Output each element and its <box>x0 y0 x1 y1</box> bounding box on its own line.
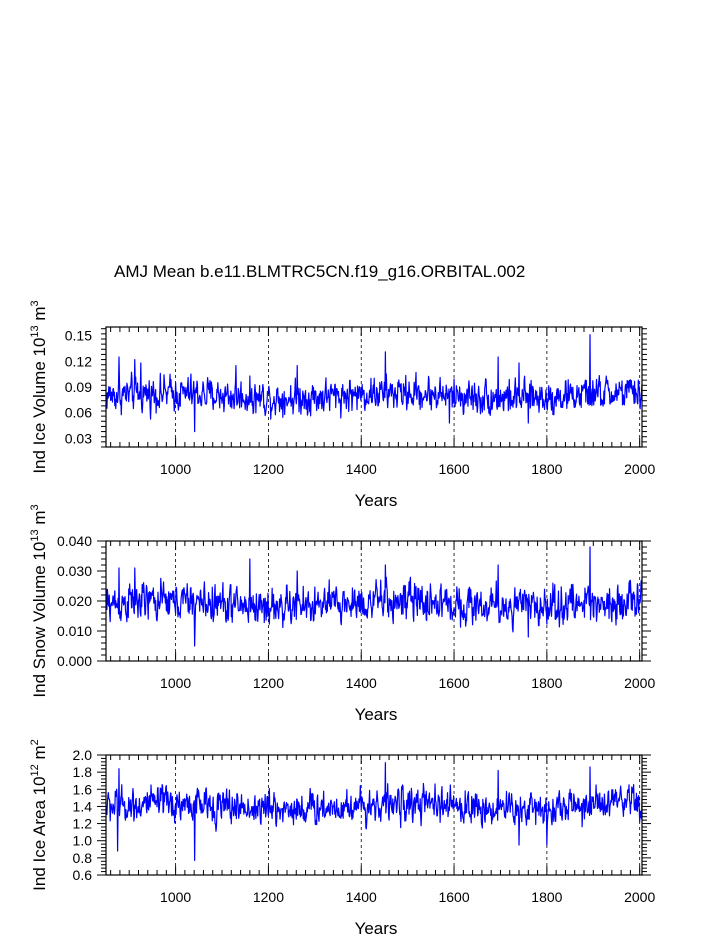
y-tick-label: 0.010 <box>57 623 92 639</box>
y-axis-label-part: m <box>30 745 49 764</box>
x-tick-label: 1000 <box>160 889 191 905</box>
x-axis-label: Years <box>355 705 398 724</box>
y-axis-label-exponent: 13 <box>29 325 41 337</box>
y-axis-label-part: Ind Ice Volume 10 <box>30 338 49 474</box>
x-tick-label: 1400 <box>346 675 377 691</box>
y-axis-label-exponent: 3 <box>29 300 41 306</box>
y-tick-label: 0.030 <box>57 563 92 579</box>
y-axis-label-exponent: 2 <box>29 739 41 745</box>
y-tick-label: 1.0 <box>73 833 93 849</box>
series-line-ind-ice-area <box>105 762 643 862</box>
y-tick-label: 1.8 <box>73 764 93 780</box>
y-tick-label: 1.2 <box>73 816 93 832</box>
panel-3: 1000 1200 1400 1600 1800 20000.60.81.01.21.41… <box>29 739 655 935</box>
y-tick-label: 0.15 <box>65 328 92 344</box>
panel-2: 1000 1200 1400 1600 1800 2000 0.000 0.010 0.020 0… <box>29 504 655 724</box>
y-axis-label-part: m <box>30 511 49 530</box>
plot-frame <box>105 754 643 876</box>
y-tick-label: 2.0 <box>73 747 93 763</box>
y-axis-label: Ind Ice Volume 1013 m3 <box>29 300 49 473</box>
panels: 1000 1200 1400 1600 1800 2000 0.03 0.06 0.09 0.12… <box>29 300 655 935</box>
panel-1: 1000 1200 1400 1600 1800 2000 0.03 0.06 0.09 0.12… <box>29 300 655 510</box>
x-axis-label: Years <box>355 919 398 935</box>
x-tick-label: 1200 <box>253 461 284 477</box>
y-tick-label: 0.06 <box>65 405 92 421</box>
y-axis-label-exponent: 12 <box>29 764 41 776</box>
x-tick-label: 1400 <box>346 461 377 477</box>
y-axis-label-part: Ind Snow Volume 10 <box>30 542 49 698</box>
x-tick-label: 1200 <box>253 675 284 691</box>
y-axis-label-part: m <box>30 306 49 325</box>
y-tick-label: 0.03 <box>65 430 92 446</box>
y-tick-label: 0.020 <box>57 593 92 609</box>
y-axis-label-exponent: 13 <box>29 529 41 541</box>
figure-title: AMJ Mean b.e11.BLMTRC5CN.f19_g16.ORBITAL… <box>114 262 525 281</box>
x-tick-label: 2000 <box>624 889 655 905</box>
x-tick-label: 1200 <box>253 889 284 905</box>
y-tick-label: 1.4 <box>73 798 93 814</box>
x-tick-label: 1000 <box>160 675 191 691</box>
y-tick-label: 1.6 <box>73 781 93 797</box>
series-line-ind-snow-volume <box>105 546 643 647</box>
y-tick-label: 0.6 <box>73 867 93 883</box>
x-axis-label: Years <box>355 491 398 510</box>
x-tick-label: 1600 <box>438 461 469 477</box>
x-tick-label: 1000 <box>160 461 191 477</box>
y-tick-label: 0.12 <box>65 353 92 369</box>
y-tick-label: 0.000 <box>57 653 92 669</box>
y-axis-label: Ind Ice Area 1012 m2 <box>29 739 49 891</box>
y-axis-label-part: Ind Ice Area 10 <box>30 776 49 890</box>
y-axis-label-exponent: 3 <box>29 504 41 510</box>
y-tick-label: 0.040 <box>57 533 92 549</box>
y-axis-label: Ind Snow Volume 1013 m3 <box>29 504 49 697</box>
y-tick-label: 0.8 <box>73 850 93 866</box>
x-tick-label: 1600 <box>438 889 469 905</box>
x-tick-label: 1800 <box>531 461 562 477</box>
series-line-ind-ice-volume <box>105 334 643 433</box>
plot-frame <box>105 326 643 448</box>
y-tick-label: 0.09 <box>65 379 92 395</box>
x-tick-label: 1800 <box>531 889 562 905</box>
x-tick-label: 1400 <box>346 889 377 905</box>
x-tick-label: 1600 <box>438 675 469 691</box>
x-tick-label: 2000 <box>624 675 655 691</box>
x-tick-label: 1800 <box>531 675 562 691</box>
x-tick-label: 2000 <box>624 461 655 477</box>
